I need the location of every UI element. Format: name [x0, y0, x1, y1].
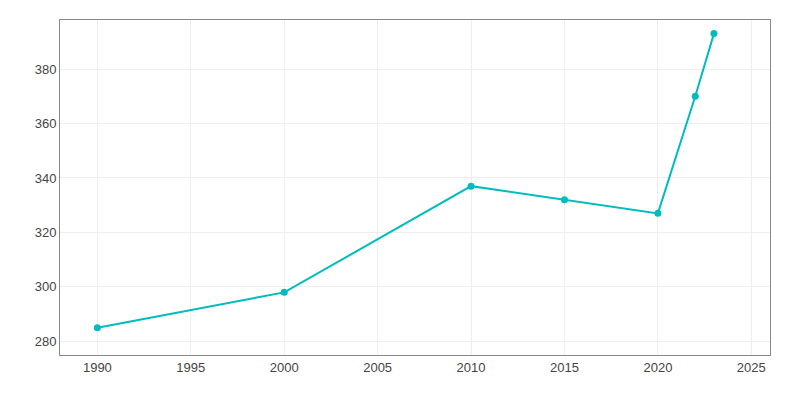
svg-text:2005: 2005 — [363, 360, 392, 375]
svg-text:360: 360 — [35, 116, 57, 131]
svg-text:1995: 1995 — [176, 360, 205, 375]
svg-text:2025: 2025 — [737, 360, 766, 375]
svg-text:2020: 2020 — [643, 360, 672, 375]
svg-text:2015: 2015 — [550, 360, 579, 375]
svg-text:1990: 1990 — [83, 360, 112, 375]
svg-text:320: 320 — [35, 225, 57, 240]
svg-text:380: 380 — [35, 62, 57, 77]
svg-text:280: 280 — [35, 334, 57, 349]
svg-text:300: 300 — [35, 279, 57, 294]
svg-text:2010: 2010 — [457, 360, 486, 375]
svg-text:340: 340 — [35, 171, 57, 186]
svg-text:2000: 2000 — [270, 360, 299, 375]
